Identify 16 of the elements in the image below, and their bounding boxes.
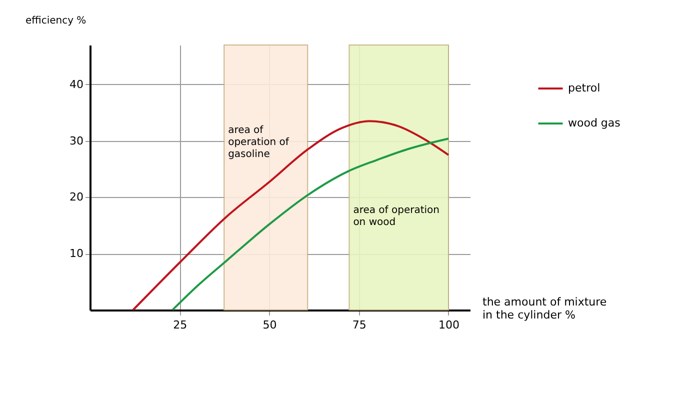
x-axis-title: the amount of mixture in the cylinder % <box>482 296 607 322</box>
y-tick-label: 30 <box>70 134 84 148</box>
legend-label: petrol <box>568 82 600 94</box>
line-series <box>171 138 450 311</box>
y-axis-title: efficiency % <box>26 16 86 26</box>
legend-label: wood gas <box>568 116 621 130</box>
band-label: area of operation on wood <box>353 205 440 228</box>
y-tick-label: 20 <box>70 190 84 204</box>
x-tick-label: 50 <box>262 318 277 332</box>
band-label: area of operation of gasoline <box>228 125 290 160</box>
line-series <box>132 120 450 311</box>
x-tick-label: 25 <box>173 318 188 332</box>
y-tick-label: 40 <box>70 78 84 91</box>
x-tick-label: 75 <box>352 318 366 332</box>
x-tick-label: 100 <box>438 318 460 332</box>
y-tick-label: 10 <box>70 247 84 260</box>
